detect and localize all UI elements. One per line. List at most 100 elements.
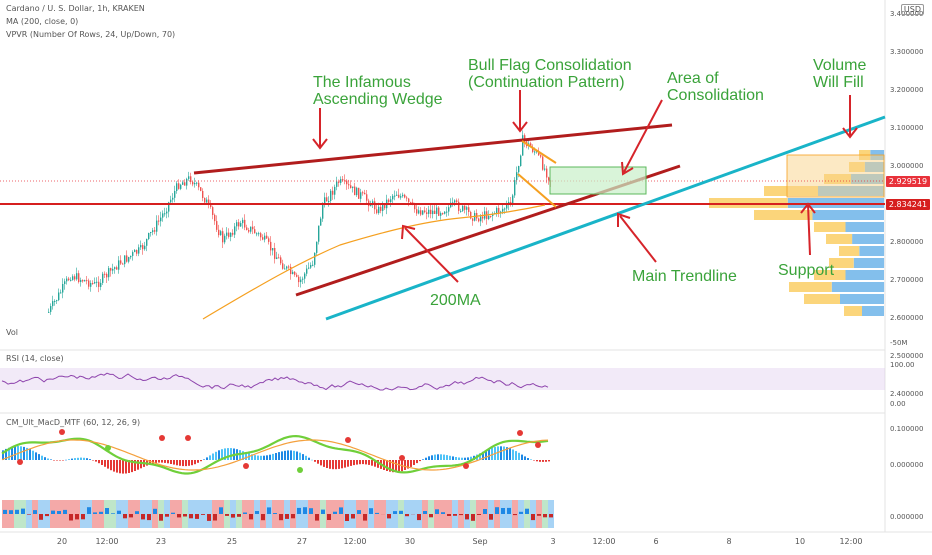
candle-body — [110, 268, 111, 271]
candle-body — [178, 183, 179, 189]
macd-axis-tick-bottom: 0.000000 — [890, 513, 923, 521]
candle-body — [380, 207, 381, 211]
candle-body — [362, 192, 363, 193]
candle-body — [308, 268, 309, 269]
mtf-bar — [249, 514, 253, 519]
time-tick: 30 — [405, 537, 415, 546]
candle-body — [448, 207, 449, 211]
macd-hist-bar — [164, 460, 166, 463]
candle-body — [516, 172, 517, 180]
mtf-bar — [345, 514, 349, 521]
macd-hist-bar — [98, 460, 100, 463]
candle-body — [130, 256, 131, 257]
vpvr-indicator-label[interactable]: VPVR (Number Of Rows, 24, Up/Down, 70) — [6, 30, 175, 39]
time-tick: 12:00 — [95, 537, 118, 546]
macd-hist-bar — [284, 451, 286, 460]
candle-body — [80, 280, 81, 282]
candle-body — [408, 199, 409, 203]
candle-body — [64, 281, 65, 284]
candle-body — [422, 211, 423, 215]
macd-hist-bar — [197, 460, 199, 463]
macd-hist-bar — [161, 460, 163, 463]
candle-body — [156, 221, 157, 232]
annotation-flag-line2: (Continuation Pattern) — [468, 74, 632, 91]
candle-body — [346, 181, 347, 185]
candle-body — [92, 283, 93, 284]
candle-body — [318, 226, 319, 242]
macd-hist-bar — [35, 452, 37, 460]
candle-body — [520, 156, 521, 166]
candle-body — [220, 231, 221, 235]
candle-body — [322, 205, 323, 219]
price-tick: 3.100000 — [890, 124, 923, 132]
candle-body — [74, 276, 75, 279]
vpvr-bar-down — [859, 246, 884, 256]
mtf-bar — [15, 510, 19, 514]
macd-hist-bar — [158, 460, 160, 463]
macd-cross-dot — [535, 442, 541, 448]
candle-body — [170, 200, 171, 203]
candle-body — [442, 213, 443, 214]
volume-axis-tick: -50M — [890, 339, 907, 347]
macd-hist-bar — [179, 460, 181, 466]
macd-hist-bar — [452, 456, 454, 460]
candle-body — [84, 280, 85, 281]
candle-body — [420, 210, 421, 214]
candle-body — [258, 233, 259, 234]
mtf-bar — [105, 508, 109, 514]
macd-hist-bar — [68, 459, 70, 460]
candle-body — [418, 210, 419, 213]
rsi-axis-tick-top: 100.00 — [890, 361, 915, 369]
candle-body — [88, 281, 89, 287]
macd-hist-bar — [488, 449, 490, 460]
candle-body — [332, 191, 333, 195]
macd-hist-bar — [176, 460, 178, 465]
mtf-bar — [183, 514, 187, 517]
mtf-bar — [537, 514, 541, 516]
mtf-bar — [51, 511, 55, 514]
candle-body — [406, 198, 407, 199]
macd-hist-bar — [23, 447, 25, 460]
candle-body — [424, 211, 425, 213]
macd-hist-bar — [281, 451, 283, 460]
candle-body — [294, 272, 295, 275]
candle-body — [230, 233, 231, 237]
mtf-bar — [159, 514, 163, 521]
candle-body — [174, 191, 175, 198]
currency-badge[interactable]: USD — [901, 4, 924, 15]
arrow-trend — [620, 216, 656, 262]
macd-hist-bar — [350, 460, 352, 466]
candle-body — [462, 206, 463, 211]
vpvr-bar-down — [862, 306, 884, 316]
candle-body — [48, 312, 49, 313]
candle-body — [204, 198, 205, 203]
candle-body — [192, 182, 193, 184]
annotation-ma200: 200MA — [430, 292, 481, 309]
candle-body — [152, 230, 153, 232]
mtf-bar — [273, 513, 277, 514]
candle-body — [444, 212, 445, 214]
rsi-axis-tick-bottom: 0.00 — [890, 400, 906, 408]
macd-hist-bar — [263, 456, 265, 460]
macd-hist-bar — [533, 460, 535, 461]
candle-body — [150, 232, 151, 233]
rsi-indicator-label[interactable]: RSI (14, close) — [6, 354, 64, 363]
candle-body — [202, 191, 203, 198]
mtf-bar — [57, 511, 61, 514]
candle-body — [288, 267, 289, 268]
macd-hist-bar — [545, 460, 547, 462]
macd-hist-bar — [20, 446, 22, 460]
candle-body — [320, 219, 321, 226]
candle-body — [326, 197, 327, 201]
ma-indicator-label[interactable]: MA (200, close, 0) — [6, 17, 78, 26]
candle-body — [446, 212, 447, 213]
mtf-bar — [525, 509, 529, 514]
mtf-bar — [255, 511, 259, 514]
macd-hist-bar — [59, 460, 61, 461]
macd-indicator-label[interactable]: CM_Ult_MacD_MTF (60, 12, 26, 9) — [6, 418, 140, 427]
macd-hist-bar — [80, 458, 82, 460]
mtf-bar — [243, 513, 247, 515]
candle-body — [280, 257, 281, 263]
candle-body — [256, 233, 257, 234]
